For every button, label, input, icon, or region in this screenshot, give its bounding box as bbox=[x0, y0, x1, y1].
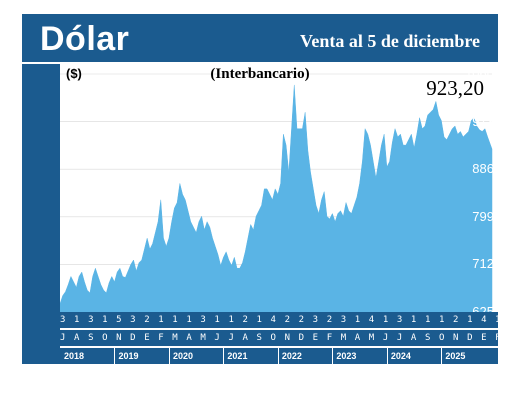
year-separator bbox=[441, 348, 443, 364]
year-separator bbox=[277, 348, 279, 364]
y-tick-label: 799 bbox=[472, 208, 494, 224]
y-tick-label: 886 bbox=[472, 161, 494, 177]
y-tick-label: 1060 bbox=[465, 66, 494, 81]
x-tick-year-label: 2020 bbox=[172, 351, 193, 361]
header-bar: Dólar Venta al 5 de diciembre bbox=[22, 14, 498, 62]
x-tick-year-label: 2018 bbox=[64, 351, 85, 361]
month-initials-row: J A S O N D E F M A M J J A S O N D E F … bbox=[60, 330, 498, 346]
x-tick-year-label: 2022 bbox=[281, 351, 302, 361]
year-separator bbox=[332, 348, 334, 364]
day-numbers-row: 3 1 3 1 5 3 2 1 1 1 3 1 1 2 1 4 2 2 3 2 … bbox=[60, 312, 498, 328]
chart-date-subtitle: Venta al 5 de diciembre bbox=[300, 31, 480, 51]
chart-title: Dólar bbox=[40, 20, 130, 58]
year-separator bbox=[168, 348, 170, 364]
x-tick-year-label: 2024 bbox=[390, 351, 411, 361]
year-axis-row: 2018 2019 2020 2021 2022 2023 2024 2025 bbox=[60, 348, 498, 364]
y-tick-label: 712 bbox=[472, 256, 494, 272]
series-subtitle: (Interbancario) bbox=[210, 66, 310, 82]
x-tick-year-label: 2025 bbox=[445, 351, 466, 361]
x-tick-year-label: 2019 bbox=[118, 351, 139, 361]
last-value-label: 923,20 bbox=[426, 76, 484, 100]
year-separator bbox=[386, 348, 388, 364]
unit-label: ($) bbox=[66, 66, 82, 81]
series-area-0 bbox=[59, 84, 493, 313]
x-tick-year-label: 2023 bbox=[336, 351, 357, 361]
y-tick-label: 973 bbox=[472, 113, 494, 129]
plot-area: 1060973886799712625 ($) (Interbancario) … bbox=[22, 64, 498, 364]
year-separator bbox=[114, 348, 116, 364]
y-axis-band bbox=[22, 64, 60, 364]
year-separator bbox=[223, 348, 225, 364]
x-tick-year-label: 2021 bbox=[227, 351, 248, 361]
